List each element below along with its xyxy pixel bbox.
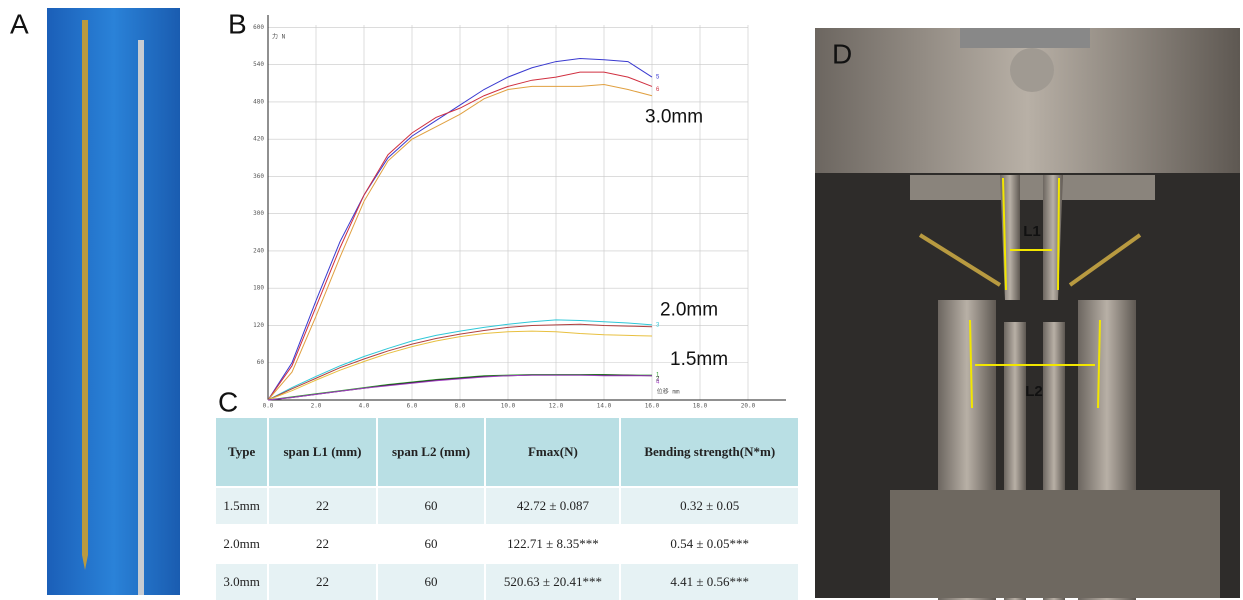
y-axis-label: 力 N (272, 33, 286, 41)
x-tick-label: 14.0 (597, 403, 612, 410)
y-tick-label: 300 (253, 210, 264, 217)
photo-a (47, 8, 180, 595)
cell: 4.41 ± 0.56*** (620, 563, 799, 600)
figure: A B C D L1 L2 60120180240300360420480540… (0, 0, 1243, 600)
cell: 2.0mm (216, 525, 268, 563)
x-tick-label: 8.0 (455, 403, 466, 410)
x-tick-label: 12.0 (549, 403, 564, 410)
cell: 520.63 ± 20.41*** (485, 563, 620, 600)
series-label: 6 (656, 87, 660, 93)
photo-label: L2 (1025, 383, 1043, 400)
rod (138, 40, 144, 595)
x-tick-label: 18.0 (693, 403, 708, 410)
panel-letter: B (228, 8, 247, 39)
y-tick-label: 360 (253, 173, 264, 180)
y-tick-label: 540 (253, 61, 264, 68)
cell: 122.71 ± 8.35*** (485, 525, 620, 563)
panel-letter: A (10, 8, 29, 39)
x-tick-label: 2.0 (311, 403, 322, 410)
x-axis-label: 位移 mm (657, 388, 680, 396)
y-tick-label: 240 (253, 247, 264, 254)
group-label: 1.5mm (670, 349, 728, 370)
cell: 1.5mm (216, 487, 268, 525)
x-tick-label: 20.0 (741, 403, 756, 410)
photo-d (815, 28, 1240, 600)
cell: 60 (377, 525, 486, 563)
group-label: 2.0mm (660, 300, 718, 321)
cell: 3.0mm (216, 563, 268, 600)
panel-letter: D (832, 38, 852, 69)
y-tick-label: 480 (253, 98, 264, 105)
cell: 60 (377, 563, 486, 600)
cell: 0.54 ± 0.05*** (620, 525, 799, 563)
y-tick-label: 120 (253, 322, 264, 329)
y-tick-label: 180 (253, 285, 264, 292)
header-cell: Type (216, 418, 268, 487)
cell: 22 (268, 487, 377, 525)
x-tick-label: 16.0 (645, 403, 660, 410)
header-cell: span L2 (mm) (377, 418, 486, 487)
cell: 42.72 ± 0.087 (485, 487, 620, 525)
cell: 0.32 ± 0.05 (620, 487, 799, 525)
photo-label: L1 (1023, 223, 1041, 240)
header-cell: Fmax(N) (485, 418, 620, 487)
y-tick-label: 420 (253, 136, 264, 143)
cell: 22 (268, 563, 377, 600)
x-tick-label: 6.0 (407, 403, 418, 410)
x-tick-label: 4.0 (359, 403, 370, 410)
x-tick-label: 10.0 (501, 403, 516, 410)
header-cell: span L1 (mm) (268, 418, 377, 487)
group-label: 3.0mm (645, 107, 703, 128)
series-label: 5 (656, 75, 660, 81)
panel-letter: C (218, 386, 238, 417)
header-cell: Bending strength(N*m) (620, 418, 799, 487)
y-tick-label: 60 (257, 359, 265, 366)
y-tick-label: 600 (253, 24, 264, 31)
cell: 60 (377, 487, 486, 525)
x-tick-label: 0.0 (263, 403, 274, 410)
screw (82, 20, 88, 570)
cell: 22 (268, 525, 377, 563)
series-label: 4 (656, 379, 660, 385)
